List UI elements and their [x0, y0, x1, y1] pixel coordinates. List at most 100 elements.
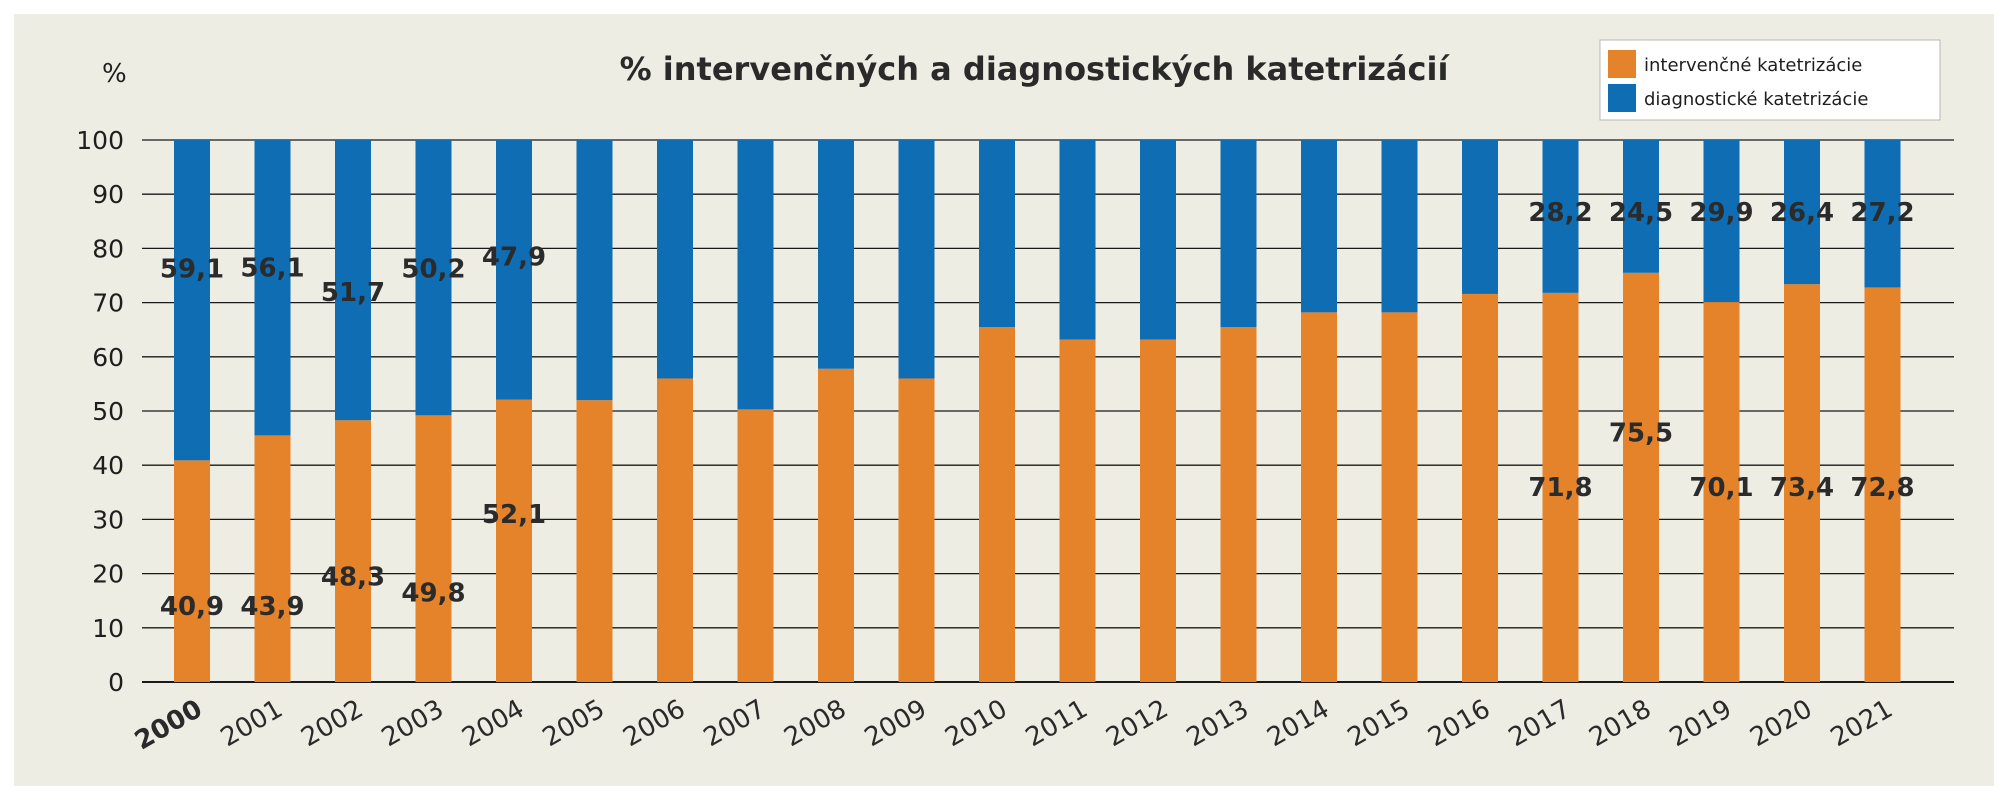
bar-diagnosticke-2020 — [1784, 140, 1820, 285]
x-tick-label-2012: 2012 — [1101, 694, 1173, 753]
bar-intervencne-2017 — [1542, 292, 1579, 682]
bar-diagnosticke-2016 — [1462, 140, 1498, 294]
bar-intervencne-2009 — [898, 378, 935, 682]
x-tick-label-2011: 2011 — [1021, 694, 1093, 753]
legend: intervenčné katetrizácie diagnostické ka… — [1599, 39, 1941, 121]
bar-intervencne-2007 — [737, 409, 774, 682]
x-tick-label-2009: 2009 — [860, 694, 932, 753]
data-label-diagnosticke-2000: 59,1 — [160, 254, 224, 284]
bars — [174, 140, 1901, 682]
y-tick-label: 40 — [92, 451, 124, 480]
x-tick-label-2008: 2008 — [779, 694, 851, 753]
y-tick-label: 10 — [92, 614, 124, 643]
y-tick-label: 70 — [92, 289, 124, 318]
bar-diagnosticke-2018 — [1623, 140, 1659, 273]
y-axis-unit: % — [102, 59, 127, 89]
x-tick-label-2016: 2016 — [1423, 694, 1495, 753]
bar-diagnosticke-2009 — [898, 140, 935, 379]
bar-intervencne-2019 — [1703, 302, 1740, 682]
bar-diagnosticke-2012 — [1140, 140, 1176, 340]
x-tick-label-2000: 2000 — [130, 694, 208, 756]
bar-intervencne-2010 — [979, 326, 1015, 682]
x-tick-label-2004: 2004 — [457, 694, 529, 753]
data-label-intervencne-2021: 72,8 — [1850, 473, 1914, 503]
bar-diagnosticke-2017 — [1542, 140, 1579, 293]
y-tick-label: 100 — [76, 126, 124, 155]
data-label-intervencne-2020: 73,4 — [1770, 473, 1834, 503]
bar-diagnosticke-2019 — [1703, 140, 1740, 303]
x-tick-label-2013: 2013 — [1182, 694, 1254, 753]
x-tick-label-2020: 2020 — [1745, 694, 1817, 753]
bar-diagnosticke-2015 — [1381, 140, 1418, 313]
bar-intervencne-2000 — [174, 460, 210, 682]
legend-swatch-intervencne — [1608, 50, 1636, 78]
x-tick-label-2001: 2001 — [216, 694, 288, 753]
data-label-diagnosticke-2003: 50,2 — [401, 254, 465, 284]
bar-diagnosticke-2004 — [496, 140, 532, 400]
data-label-diagnosticke-2019: 29,9 — [1689, 198, 1753, 228]
bar-intervencne-2002 — [335, 420, 371, 682]
bar-intervencne-2005 — [576, 400, 613, 682]
data-label-diagnosticke-2020: 26,4 — [1770, 198, 1834, 228]
x-tick-label-2005: 2005 — [538, 694, 610, 753]
bar-intervencne-2006 — [657, 378, 693, 682]
x-tick-label-2007: 2007 — [699, 694, 771, 753]
data-label-intervencne-2002: 48,3 — [321, 562, 385, 592]
y-axis-ticks: 0 10 20 30 40 50 60 70 80 90 100 — [76, 126, 124, 697]
y-tick-label: 90 — [92, 180, 124, 209]
data-label-intervencne-2018: 75,5 — [1609, 419, 1673, 449]
bar-diagnosticke-2013 — [1220, 140, 1257, 327]
x-axis-ticks: 2000 2001 2002 2003 2004 2005 2006 2007 2008 2009… — [130, 694, 1898, 756]
x-tick-label-2010: 2010 — [940, 694, 1012, 753]
bar-intervencne-2021 — [1864, 287, 1901, 682]
x-tick-label-2019: 2019 — [1665, 694, 1737, 753]
y-tick-label: 20 — [92, 560, 124, 589]
legend-label-diagnosticke: diagnostické katetrizácie — [1644, 89, 1868, 110]
bar-intervencne-2004 — [496, 399, 532, 682]
stacked-bar-chart: % intervenčných a diagnostických katetri… — [76, 39, 1954, 756]
legend-label-intervencne: intervenčné katetrizácie — [1644, 55, 1862, 76]
x-tick-label-2003: 2003 — [377, 694, 449, 753]
data-label-diagnosticke-2017: 28,2 — [1528, 198, 1592, 228]
x-tick-label-2015: 2015 — [1343, 694, 1415, 753]
bar-intervencne-2008 — [818, 368, 854, 682]
y-tick-label: 60 — [92, 343, 124, 372]
bar-intervencne-2018 — [1623, 272, 1659, 682]
x-tick-label-2006: 2006 — [618, 694, 690, 753]
bar-intervencne-2001 — [254, 435, 291, 682]
bar-intervencne-2020 — [1784, 284, 1820, 682]
y-tick-label: 80 — [92, 234, 124, 263]
data-label-diagnosticke-2002: 51,7 — [321, 278, 385, 308]
data-label-intervencne-2000: 40,9 — [160, 592, 224, 622]
chart-title: % intervenčných a diagnostických katetri… — [620, 50, 1451, 88]
bar-diagnosticke-2021 — [1864, 140, 1901, 288]
bar-diagnosticke-2005 — [576, 140, 613, 401]
data-label-diagnosticke-2021: 27,2 — [1850, 198, 1914, 228]
data-label-intervencne-2019: 70,1 — [1689, 473, 1753, 503]
bar-intervencne-2013 — [1220, 326, 1257, 682]
x-tick-label-2018: 2018 — [1584, 694, 1656, 753]
bar-diagnosticke-2010 — [979, 140, 1015, 327]
bar-diagnosticke-2001 — [254, 140, 291, 436]
data-label-diagnosticke-2001: 56,1 — [240, 253, 304, 283]
bar-intervencne-2012 — [1140, 339, 1176, 682]
y-tick-label: 50 — [92, 397, 124, 426]
bar-diagnosticke-2002 — [335, 140, 371, 421]
y-tick-label: 0 — [108, 668, 124, 697]
bar-diagnosticke-2000 — [174, 140, 210, 461]
bar-diagnosticke-2007 — [737, 140, 774, 410]
data-label-intervencne-2017: 71,8 — [1528, 473, 1592, 503]
bar-intervencne-2016 — [1462, 293, 1498, 682]
bar-diagnosticke-2011 — [1059, 140, 1096, 340]
bar-diagnosticke-2014 — [1301, 140, 1337, 313]
bar-diagnosticke-2008 — [818, 140, 854, 369]
x-tick-label-2014: 2014 — [1262, 694, 1334, 753]
data-label-intervencne-2003: 49,8 — [401, 579, 465, 609]
bar-intervencne-2003 — [415, 415, 452, 682]
y-tick-label: 30 — [92, 505, 124, 534]
data-labels: 40,9 59,1 43,9 56,1 48,3 51,7 49,8 50,2 52,1 47,9… — [160, 198, 1915, 622]
legend-box — [1599, 39, 1941, 121]
bar-intervencne-2014 — [1301, 312, 1337, 682]
data-label-diagnosticke-2004: 47,9 — [482, 243, 546, 273]
bar-intervencne-2011 — [1059, 339, 1096, 682]
